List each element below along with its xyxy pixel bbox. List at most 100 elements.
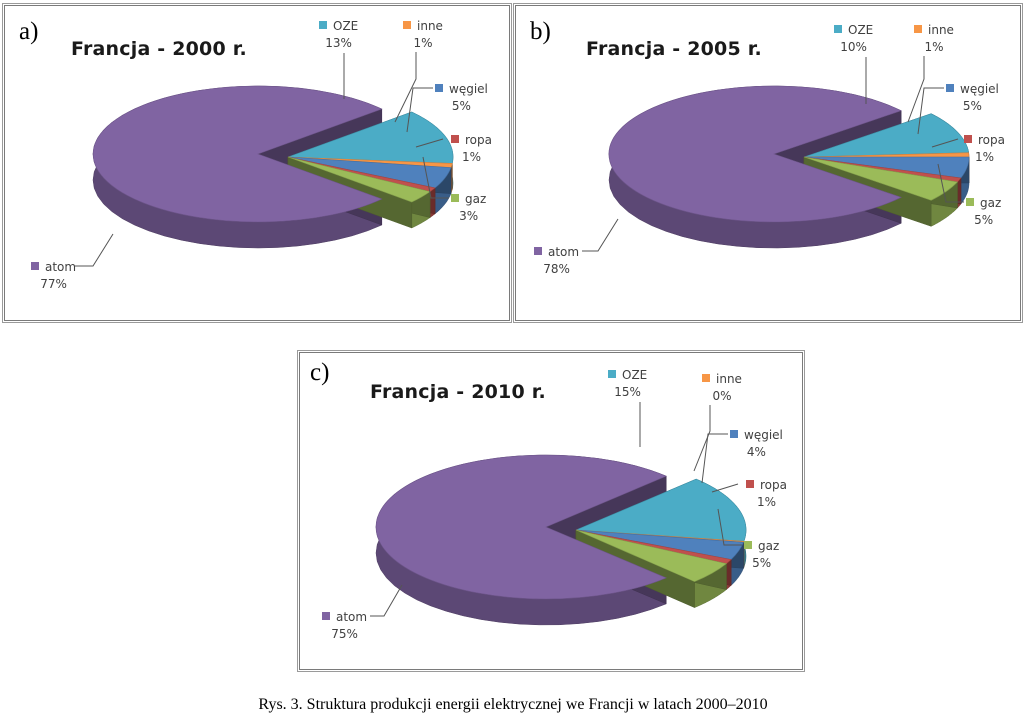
slice-name-atom-c: atom xyxy=(336,610,367,624)
data-label-wegiel-b: węgiel 5% xyxy=(946,81,999,115)
slice-percent-atom-c: 75% xyxy=(322,626,367,643)
slice-percent-inne-a: 1% xyxy=(403,35,443,52)
slice-name-inne-c: inne xyxy=(716,372,742,386)
legend-entry-ropa-a: ropa xyxy=(451,133,492,147)
slice-percent-oze-c: 15% xyxy=(608,384,647,401)
slice-name-inne-b: inne xyxy=(928,23,954,37)
legend-entry-wegiel-c: węgiel xyxy=(730,428,783,442)
data-label-wegiel-c: węgiel 4% xyxy=(730,427,783,461)
legend-swatch-inne-c xyxy=(702,374,710,382)
panel-label-c: c) xyxy=(310,359,329,387)
chart-panel-c: c) Francja - 2010 r. atom 75% OZE 15% inne 0%… xyxy=(297,350,805,672)
legend-entry-inne-c: inne xyxy=(702,372,742,386)
data-label-inne-a: inne 1% xyxy=(403,18,443,52)
legend-swatch-gaz-c xyxy=(744,541,752,549)
slice-percent-wegiel-c: 4% xyxy=(730,444,783,461)
legend-swatch-wegiel-a xyxy=(435,84,443,92)
data-label-gaz-b: gaz 5% xyxy=(966,195,1001,229)
data-label-ropa-b: ropa 1% xyxy=(964,132,1005,166)
legend-swatch-atom-a xyxy=(31,262,39,270)
legend-swatch-wegiel-b xyxy=(946,84,954,92)
slice-percent-wegiel-a: 5% xyxy=(435,98,488,115)
slice-name-oze-c: OZE xyxy=(622,368,647,382)
legend-entry-inne-b: inne xyxy=(914,23,954,37)
legend-entry-wegiel-b: węgiel xyxy=(946,82,999,96)
slice-percent-ropa-b: 1% xyxy=(964,149,1005,166)
legend-entry-atom-b: atom xyxy=(534,245,579,259)
legend-swatch-oze-c xyxy=(608,370,616,378)
legend-entry-gaz-b: gaz xyxy=(966,196,1001,210)
figure-caption: Rys. 3. Struktura produkcji energii elek… xyxy=(0,696,1026,714)
legend-swatch-atom-b xyxy=(534,247,542,255)
legend-entry-oze-c: OZE xyxy=(608,368,647,382)
legend-swatch-atom-c xyxy=(322,612,330,620)
leader-line-inne-b xyxy=(908,56,924,122)
data-label-wegiel-a: węgiel 5% xyxy=(435,81,488,115)
legend-entry-gaz-c: gaz xyxy=(744,539,779,553)
legend-entry-gaz-a: gaz xyxy=(451,192,486,206)
data-label-gaz-c: gaz 5% xyxy=(744,538,779,572)
legend-swatch-gaz-a xyxy=(451,194,459,202)
slice-name-atom-a: atom xyxy=(45,260,76,274)
legend-entry-atom-a: atom xyxy=(31,260,76,274)
slice-name-gaz-c: gaz xyxy=(758,539,779,553)
slice-percent-oze-a: 13% xyxy=(319,35,358,52)
slice-percent-gaz-a: 3% xyxy=(451,208,486,225)
legend-swatch-inne-b xyxy=(914,25,922,33)
slice-percent-atom-b: 78% xyxy=(534,261,579,278)
legend-swatch-oze-a xyxy=(319,21,327,29)
legend-entry-ropa-c: ropa xyxy=(746,478,787,492)
data-label-ropa-a: ropa 1% xyxy=(451,132,492,166)
leader-line-inne-a xyxy=(395,52,416,122)
data-label-gaz-a: gaz 3% xyxy=(451,191,486,225)
slice-name-ropa-c: ropa xyxy=(760,478,787,492)
legend-entry-ropa-b: ropa xyxy=(964,133,1005,147)
leader-line-atom-a xyxy=(75,234,113,266)
slice-name-ropa-a: ropa xyxy=(465,133,492,147)
legend-entry-inne-a: inne xyxy=(403,19,443,33)
slice-percent-wegiel-b: 5% xyxy=(946,98,999,115)
data-label-ropa-c: ropa 1% xyxy=(746,477,787,511)
slice-percent-oze-b: 10% xyxy=(834,39,873,56)
leader-line-atom-b xyxy=(582,219,618,251)
slice-percent-gaz-b: 5% xyxy=(966,212,1001,229)
slice-name-gaz-b: gaz xyxy=(980,196,1001,210)
data-label-oze-c: OZE 15% xyxy=(608,367,647,401)
leader-line-atom-c xyxy=(370,585,402,616)
panel-label-a: a) xyxy=(19,18,38,46)
data-label-atom-b: atom 78% xyxy=(534,244,579,278)
legend-swatch-ropa-b xyxy=(964,135,972,143)
data-label-oze-b: OZE 10% xyxy=(834,22,873,56)
slice-name-oze-a: OZE xyxy=(333,19,358,33)
chart-title-c: Francja - 2010 r. xyxy=(370,381,546,403)
slice-percent-ropa-a: 1% xyxy=(451,149,492,166)
panel-label-b: b) xyxy=(530,18,551,46)
slice-percent-gaz-c: 5% xyxy=(744,555,779,572)
legend-entry-wegiel-a: węgiel xyxy=(435,82,488,96)
legend-swatch-gaz-b xyxy=(966,198,974,206)
legend-swatch-inne-a xyxy=(403,21,411,29)
legend-swatch-ropa-a xyxy=(451,135,459,143)
chart-title-a: Francja - 2000 r. xyxy=(71,38,247,60)
chart-title-b: Francja - 2005 r. xyxy=(586,38,762,60)
slice-percent-inne-c: 0% xyxy=(702,388,742,405)
legend-entry-oze-b: OZE xyxy=(834,23,873,37)
slice-name-gaz-a: gaz xyxy=(465,192,486,206)
leader-line-ropa-c xyxy=(712,484,738,492)
legend-swatch-ropa-c xyxy=(746,480,754,488)
slice-name-wegiel-c: węgiel xyxy=(744,428,783,442)
slice-percent-ropa-c: 1% xyxy=(746,494,787,511)
legend-entry-atom-c: atom xyxy=(322,610,367,624)
legend-entry-oze-a: OZE xyxy=(319,19,358,33)
slice-name-wegiel-b: węgiel xyxy=(960,82,999,96)
slice-name-inne-a: inne xyxy=(417,19,443,33)
data-label-atom-c: atom 75% xyxy=(322,609,367,643)
slice-name-atom-b: atom xyxy=(548,245,579,259)
data-label-oze-a: OZE 13% xyxy=(319,18,358,52)
legend-swatch-wegiel-c xyxy=(730,430,738,438)
slice-name-oze-b: OZE xyxy=(848,23,873,37)
